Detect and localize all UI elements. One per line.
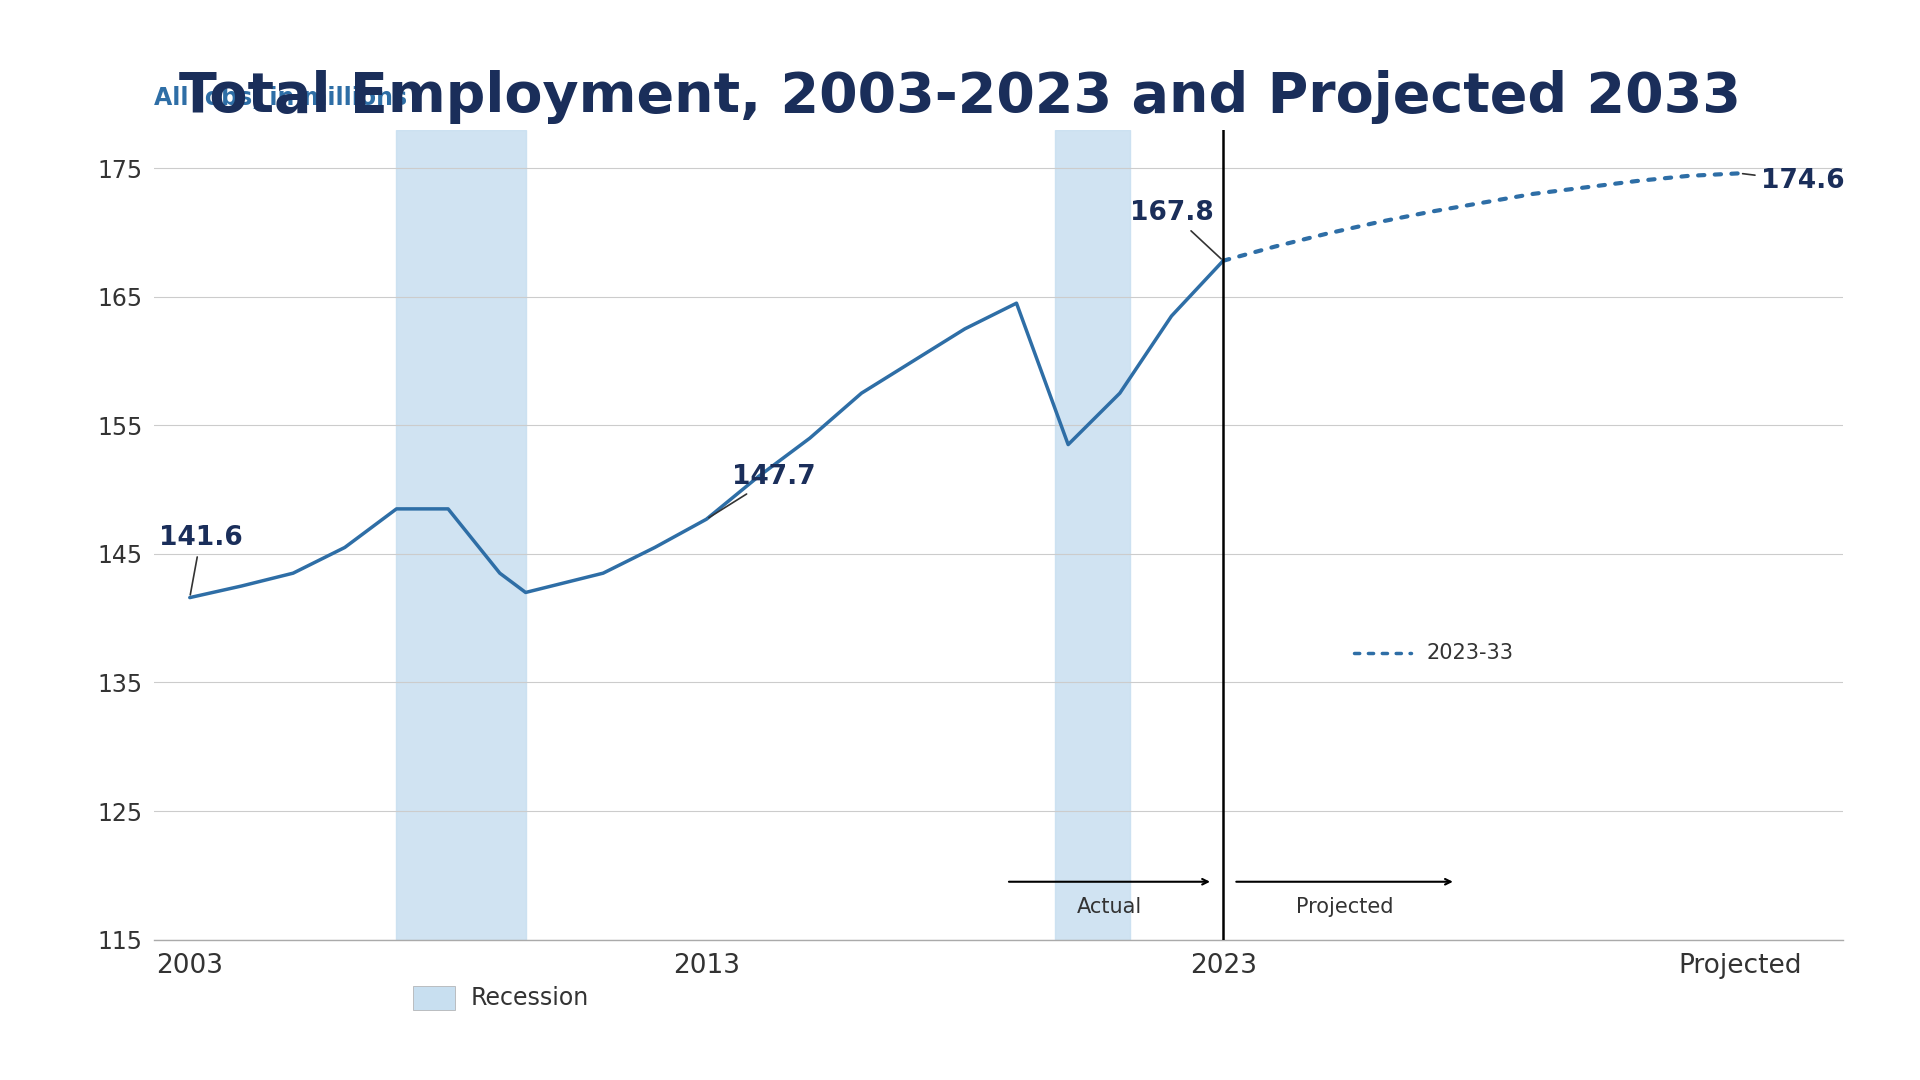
Text: 2023-33: 2023-33 [1427, 644, 1513, 663]
Text: 174.6: 174.6 [1743, 168, 1843, 194]
Text: All jobs, in millions: All jobs, in millions [154, 86, 407, 110]
Text: 141.6: 141.6 [159, 526, 242, 595]
Bar [396, 130, 526, 940]
Text: Projected: Projected [1296, 897, 1394, 917]
Text: Total Employment, 2003-2023 and Projected 2033: Total Employment, 2003-2023 and Projecte… [179, 70, 1741, 124]
Text: Actual: Actual [1077, 897, 1142, 917]
Text: Recession: Recession [470, 986, 589, 1010]
FancyBboxPatch shape [413, 986, 455, 1010]
Text: 147.7: 147.7 [708, 463, 816, 517]
Text: 167.8: 167.8 [1131, 200, 1221, 259]
Bar [1056, 130, 1131, 940]
